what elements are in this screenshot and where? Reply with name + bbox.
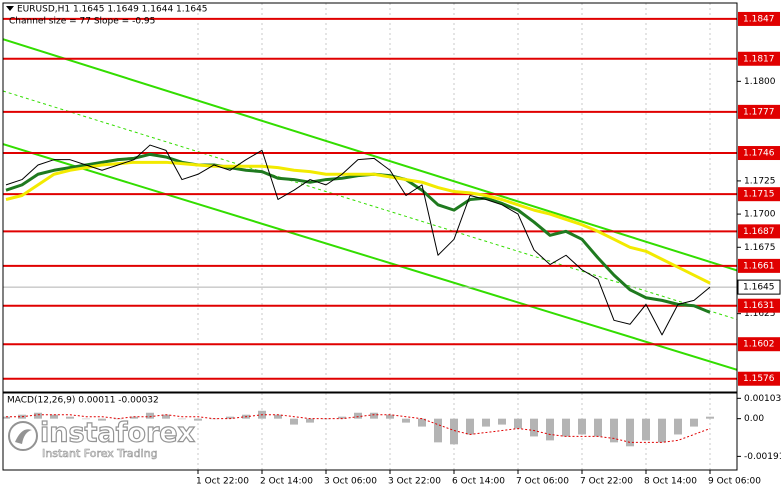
x-tick-label: 9 Oct 06:00: [708, 477, 761, 487]
level-label: 1.1602: [743, 340, 775, 350]
x-tick-label: 8 Oct 14:00: [644, 477, 697, 487]
y-tick-label: 1.1625: [744, 309, 776, 319]
x-tick-label: 7 Oct 22:00: [580, 477, 633, 487]
y-tick-label: 1.1725: [744, 176, 776, 186]
histogram-bar: [674, 418, 682, 435]
histogram-bar: [178, 418, 186, 420]
current-price-label: 1.1645: [743, 283, 775, 293]
channel-line: [3, 90, 737, 320]
level-label: 1.1687: [743, 227, 775, 237]
histogram-bar: [514, 418, 522, 429]
level-label: 1.1576: [743, 374, 775, 384]
logo-text: instaforex: [40, 418, 195, 449]
histogram-bar: [434, 418, 442, 443]
level-label-box: [738, 224, 780, 239]
histogram-bar: [274, 414, 282, 419]
channel-line: [3, 143, 737, 371]
main-plot: [3, 17, 737, 380]
histogram-bar: [418, 418, 426, 427]
histogram-bar: [146, 412, 154, 419]
level-label-box: [738, 298, 780, 313]
price-axis-bg: [738, 0, 781, 489]
histogram-bar: [338, 416, 346, 419]
y-tick-label: 1.1800: [744, 77, 776, 87]
macd-y-tick-label: 0.00: [744, 414, 764, 424]
x-tick-label: 2 Oct 14:00: [260, 477, 313, 487]
axis: 1 Oct 22:00 2 Oct 14:00 3 Oct 06:00 3 Oct 2…: [196, 0, 781, 489]
level-label-box: [738, 258, 780, 273]
macd-title: MACD(12,26,9) 0.00011 -0.00032: [7, 396, 159, 406]
histogram-bar: [290, 418, 298, 425]
x-tick-label: 7 Oct 06:00: [516, 477, 569, 487]
level-label-box: [738, 104, 780, 119]
macd-plot: [3, 410, 714, 447]
main-frame: [2, 2, 738, 393]
histogram-bar: [466, 418, 474, 435]
histogram-bar: [450, 418, 458, 445]
histogram-bar: [546, 418, 554, 441]
level-label: 1.1661: [743, 261, 775, 271]
histogram-bar: [658, 418, 666, 443]
level-label-box: [738, 146, 780, 161]
price-line: [5, 144, 711, 336]
histogram-bar: [82, 418, 90, 420]
histogram-bar: [194, 418, 202, 421]
histogram-bar: [562, 418, 570, 437]
histogram-bar: [130, 416, 138, 419]
histogram-bar: [3, 416, 10, 419]
histogram-bar: [50, 414, 58, 419]
x-tick-label: 6 Oct 14:00: [452, 477, 505, 487]
histogram-bar: [482, 418, 490, 427]
histogram-bar: [578, 418, 586, 435]
level-label-box: [738, 51, 780, 66]
level-label-box: [738, 187, 780, 202]
histogram-bar: [530, 418, 538, 437]
y-tick-label: 1.1700: [744, 210, 776, 220]
histogram-bar: [706, 416, 714, 419]
histogram-bar: [498, 418, 506, 425]
y-tick-label: 1.1675: [744, 243, 776, 253]
histogram-bar: [162, 414, 170, 419]
level-label-box: [738, 11, 780, 26]
level-label: 1.1817: [743, 54, 775, 64]
signal-line: [6, 414, 711, 443]
level-label: 1.1715: [743, 190, 775, 200]
histogram-bar: [594, 418, 602, 437]
menu-arrow: [6, 6, 14, 11]
histogram-bar: [642, 418, 650, 441]
current-price-box: [737, 279, 781, 295]
level-label: 1.1746: [743, 149, 775, 159]
histogram-bar: [66, 416, 74, 419]
chart-subtitle: Channel size = 77 Slope = -0.95: [9, 17, 155, 27]
level-label: 1.1847: [743, 14, 775, 24]
x-tick-label: 3 Oct 22:00: [388, 477, 441, 487]
histogram-bar: [386, 414, 394, 419]
histogram-bar: [226, 416, 234, 419]
level-label: 1.1631: [743, 301, 775, 311]
watermark: instaforex Instant Forex Trading: [8, 417, 196, 460]
logo-slogan: Instant Forex Trading: [42, 447, 158, 460]
histogram-bar: [306, 418, 314, 423]
histogram-bar: [690, 418, 698, 427]
x-tick-label: 1 Oct 22:00: [196, 477, 249, 487]
level-label-box: [738, 371, 780, 386]
histogram-bar: [370, 412, 378, 419]
macd-frame: [2, 392, 738, 471]
histogram-bar: [34, 412, 42, 419]
macd-y-tick-label: -0.00191: [744, 452, 781, 462]
level-label-box: [738, 337, 780, 352]
logo-mark: [15, 429, 32, 444]
macd-y-tick-label: 0.00103: [744, 394, 781, 404]
histogram-bar: [626, 418, 634, 447]
histogram-bar: [402, 418, 410, 423]
histogram-bar: [610, 418, 618, 443]
histogram-bar: [98, 418, 106, 421]
level-label: 1.1777: [743, 107, 775, 117]
chart-title: EURUSD,H1 1.1645 1.1649 1.1644 1.1645: [17, 5, 208, 15]
histogram-bar: [354, 412, 362, 419]
x-tick-label: 3 Oct 06:00: [324, 477, 377, 487]
